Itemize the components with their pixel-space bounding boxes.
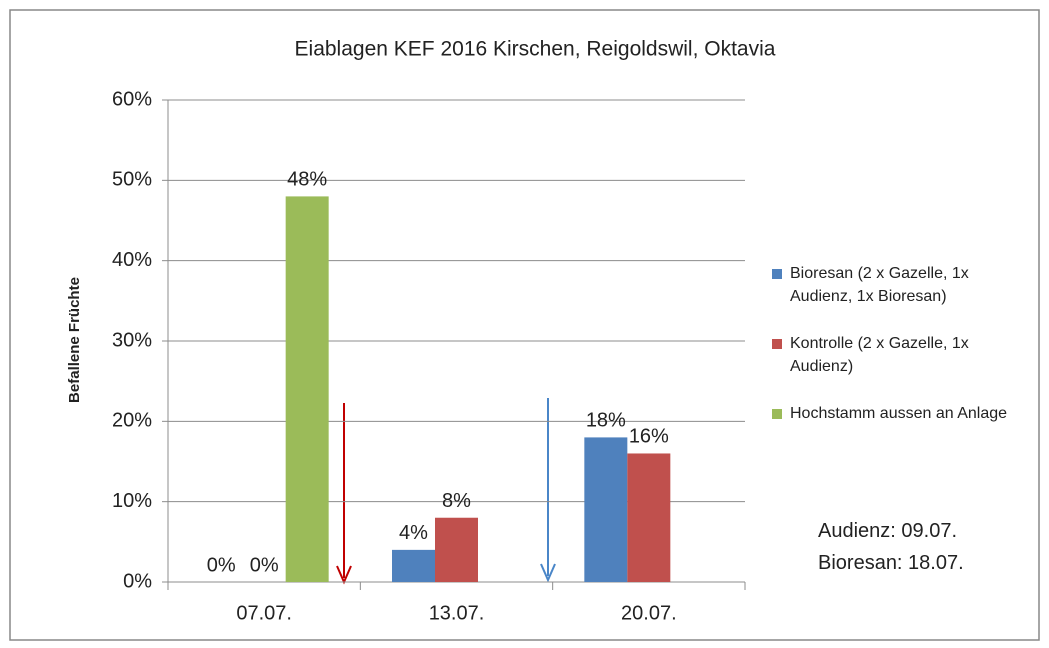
y-tick-label: 50% (112, 169, 152, 191)
y-tick-label: 20% (112, 410, 152, 432)
legend-swatch (772, 409, 782, 419)
y-tick-label: 40% (112, 249, 152, 271)
y-tick-label: 30% (112, 329, 152, 351)
arrow-head (540, 563, 556, 583)
annotation: Audienz: 09.07. (818, 520, 957, 542)
x-tick-label: 13.07. (429, 602, 485, 624)
chart-frame (9, 9, 1040, 641)
data-label: 0% (250, 554, 279, 576)
y-tick-label: 60% (112, 88, 152, 110)
data-label: 4% (399, 522, 428, 544)
legend-swatch (772, 269, 782, 279)
data-label: 0% (207, 554, 236, 576)
data-label: 16% (629, 426, 669, 448)
data-label: 18% (586, 410, 626, 432)
legend-item: Hochstamm aussen an Anlage (772, 402, 1027, 425)
bar (392, 549, 435, 582)
annotation: Bioresan: 18.07. (818, 552, 964, 574)
bar (285, 196, 329, 582)
chart-title: Eiablagen KEF 2016 Kirschen, Reigoldswil… (295, 38, 776, 61)
y-tick-label: 0% (123, 570, 152, 592)
legend-item: Kontrolle (2 x Gazelle, 1x Audienz) (772, 332, 1027, 378)
bar (627, 453, 671, 582)
x-tick-label: 20.07. (621, 602, 677, 624)
x-tick-label: 07.07. (236, 602, 292, 624)
legend-swatch (772, 339, 782, 349)
data-label: 8% (442, 490, 471, 512)
data-label: 48% (287, 169, 327, 191)
legend-label: Hochstamm aussen an Anlage (790, 405, 1008, 422)
y-axis-label: Befallene Früchte (66, 277, 83, 403)
legend-label: Bioresan (2 x Gazelle, 1x Audienz, 1x Bi… (790, 265, 969, 305)
legend-label: Kontrolle (2 x Gazelle, 1x Audienz) (790, 335, 969, 375)
y-tick-label: 10% (112, 490, 152, 512)
bar (435, 517, 478, 582)
legend-item: Bioresan (2 x Gazelle, 1x Audienz, 1x Bi… (772, 262, 1027, 308)
bar (584, 437, 628, 582)
